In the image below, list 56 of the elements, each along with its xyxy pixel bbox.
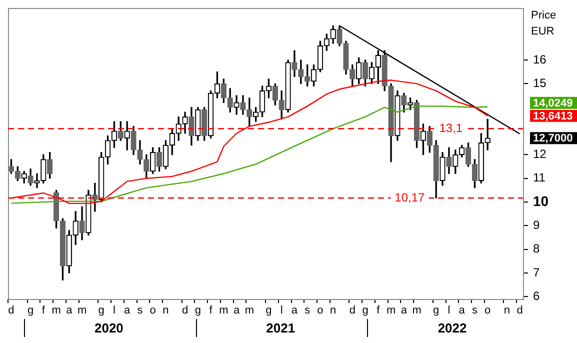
ref-line-label: 10,17 bbox=[394, 190, 426, 204]
x-tick-label: a bbox=[291, 304, 298, 317]
x-tick-label: a bbox=[124, 304, 132, 317]
y-tick-label: 12,7000 bbox=[533, 132, 573, 145]
x-tick-label: g bbox=[27, 304, 34, 317]
candlestick bbox=[234, 95, 240, 115]
x-tick-label: n bbox=[504, 304, 510, 317]
y-tick-label: 11 bbox=[533, 170, 546, 185]
x-tick-label: o bbox=[150, 304, 156, 317]
text: 2022 bbox=[438, 320, 467, 336]
x-tick-label: m bbox=[244, 304, 254, 317]
text: 2020 bbox=[94, 320, 124, 336]
x-tick-label: f bbox=[42, 304, 46, 317]
x-tick-label: s bbox=[137, 304, 144, 317]
y-tick-label: 9 bbox=[533, 218, 540, 232]
y-tick-label: 14,0249 bbox=[533, 97, 573, 110]
y-tick-label: 8 bbox=[533, 242, 540, 256]
x-tick-label: f bbox=[209, 304, 214, 317]
x-tick-label: l bbox=[448, 304, 450, 317]
y-axis-title: Price EUR bbox=[531, 10, 556, 38]
x-tick-label: o bbox=[317, 304, 324, 317]
x-tick-label: a bbox=[400, 304, 408, 317]
text: 2021 bbox=[266, 320, 296, 336]
ref-line-label: 13,1 bbox=[439, 120, 463, 135]
x-tick-label: d bbox=[516, 304, 523, 317]
x-tick-label: s bbox=[472, 304, 478, 317]
x-tick-label: f bbox=[376, 304, 381, 317]
x-tick-label: n bbox=[330, 304, 336, 317]
x-tick-label: g bbox=[194, 304, 201, 317]
y-tick-label: 13,6413 bbox=[533, 110, 573, 122]
y-tick-label: 10 bbox=[533, 192, 549, 209]
x-tick-label: g bbox=[266, 304, 272, 317]
x-tick-label: m bbox=[77, 304, 87, 317]
y-tick-label: 7 bbox=[533, 265, 540, 280]
x-tick-label: a bbox=[233, 304, 240, 317]
y-tick-label: 15 bbox=[533, 76, 547, 90]
x-tick-label: s bbox=[304, 304, 311, 317]
x-tick-label: g bbox=[362, 304, 368, 317]
y-tick-label: 16 bbox=[533, 52, 547, 66]
x-tick-label: a bbox=[66, 304, 74, 317]
x-tick-label: d bbox=[182, 304, 188, 317]
x-tick-label: l bbox=[112, 304, 116, 317]
y-tick-label: 12 bbox=[533, 146, 547, 161]
x-tick-label: m bbox=[219, 304, 228, 317]
x-tick-label: g bbox=[433, 304, 440, 317]
y-tick-label: 6 bbox=[533, 288, 540, 303]
x-tick-label: l bbox=[280, 304, 283, 317]
x-tick-label: d bbox=[349, 304, 356, 317]
x-tick-label: n bbox=[162, 304, 169, 317]
x-tick-label: d bbox=[8, 304, 14, 317]
x-tick-label: m bbox=[412, 304, 422, 317]
x-tick-label: m bbox=[52, 304, 61, 317]
x-tick-label: o bbox=[484, 304, 491, 317]
x-tick-label: g bbox=[98, 304, 104, 317]
x-tick-label: a bbox=[458, 304, 466, 317]
x-tick-label: m bbox=[386, 304, 396, 317]
